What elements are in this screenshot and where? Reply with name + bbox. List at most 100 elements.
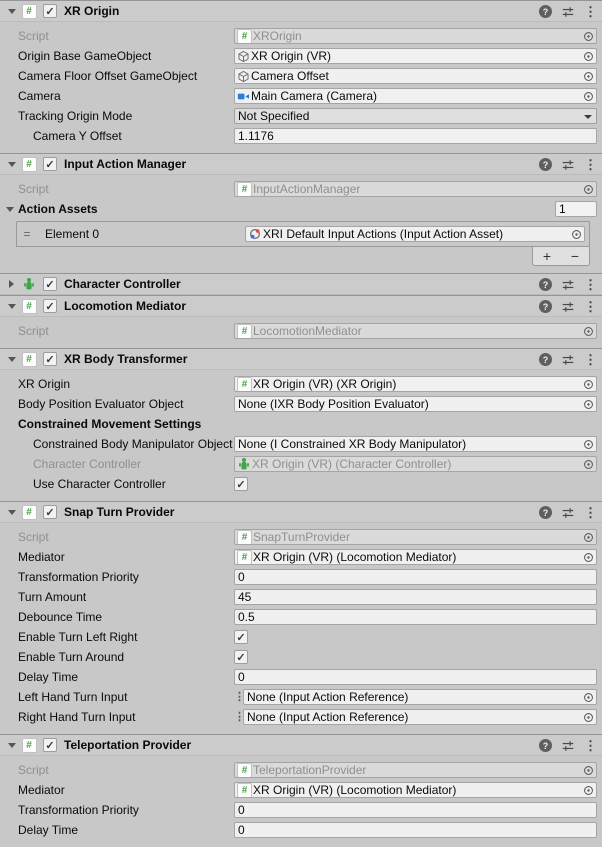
object-picker-icon[interactable] (580, 182, 596, 196)
object-picker-icon[interactable] (580, 324, 596, 338)
foldout-open-icon[interactable] (5, 353, 18, 366)
kebab-menu-icon[interactable]: ⋮ (584, 157, 597, 172)
kebab-menu-icon[interactable]: ⋮ (584, 738, 597, 753)
row-script: Script # InputActionManager (0, 179, 602, 199)
object-picker-icon[interactable] (580, 710, 596, 724)
object-picker-icon[interactable] (580, 29, 596, 43)
component-header[interactable]: # ✓ Snap Turn Provider? ⋮ (0, 502, 602, 523)
object-field[interactable]: # InputActionManager (234, 181, 597, 197)
kebab-menu-icon[interactable]: ⋮ (584, 277, 597, 292)
component-header[interactable]: # ✓ Teleportation Provider? ⋮ (0, 735, 602, 756)
object-field[interactable]: # XROrigin (234, 28, 597, 44)
text-input[interactable] (234, 669, 597, 685)
presets-icon[interactable] (561, 278, 575, 292)
help-icon[interactable]: ? (539, 278, 552, 291)
component-enabled-checkbox[interactable]: ✓ (43, 352, 57, 366)
presets-icon[interactable] (561, 506, 575, 520)
presets-icon[interactable] (561, 353, 575, 367)
object-picker-icon[interactable] (580, 377, 596, 391)
checkbox[interactable]: ✓ (234, 477, 248, 491)
presets-icon[interactable] (561, 5, 575, 19)
foldout-open-icon[interactable] (5, 5, 18, 18)
object-picker-icon[interactable] (568, 227, 584, 241)
component-title: Teleportation Provider (64, 738, 192, 752)
component-header[interactable]: # ✓ XR Body Transformer? ⋮ (0, 349, 602, 370)
text-input[interactable] (234, 128, 597, 144)
foldout-open-icon[interactable] (5, 739, 18, 752)
help-icon[interactable]: ? (539, 300, 552, 313)
foldout-open-icon[interactable] (5, 158, 18, 171)
property-label: Turn Amount (18, 590, 87, 604)
object-field[interactable]: # SnapTurnProvider (234, 529, 597, 545)
component-header[interactable]: # ✓ XR Origin? ⋮ (0, 1, 602, 22)
kebab-menu-icon[interactable]: ⋮ (584, 4, 597, 19)
help-icon[interactable]: ? (539, 5, 552, 18)
object-picker-icon[interactable] (580, 763, 596, 777)
component-enabled-checkbox[interactable]: ✓ (43, 738, 57, 752)
object-field[interactable]: # XR Origin (VR) (XR Origin) (234, 376, 597, 392)
object-field[interactable]: None (I Constrained XR Body Manipulator) (234, 436, 597, 452)
object-picker-icon[interactable] (580, 49, 596, 63)
object-picker-icon[interactable] (580, 530, 596, 544)
object-field[interactable]: # XR Origin (VR) (Locomotion Mediator) (234, 549, 597, 565)
component-header[interactable]: ✓ Character Controller? ⋮ (0, 274, 602, 295)
component-enabled-checkbox[interactable]: ✓ (43, 505, 57, 519)
object-picker-icon[interactable] (580, 397, 596, 411)
text-input[interactable] (234, 802, 597, 818)
component-enabled-checkbox[interactable]: ✓ (43, 299, 57, 313)
checkbox[interactable]: ✓ (234, 630, 248, 644)
row-mediator: Mediator # XR Origin (VR) (Locomotion Medi… (0, 780, 602, 800)
kebab-menu-icon[interactable]: ⋮ (584, 505, 597, 520)
checkbox[interactable]: ✓ (234, 650, 248, 664)
object-picker-icon[interactable] (580, 783, 596, 797)
presets-icon[interactable] (561, 739, 575, 753)
component-enabled-checkbox[interactable]: ✓ (43, 277, 57, 291)
help-icon[interactable]: ? (539, 158, 552, 171)
text-input[interactable] (234, 569, 597, 585)
object-field[interactable]: # XR Origin (VR) (Locomotion Mediator) (234, 782, 597, 798)
text-input[interactable] (234, 609, 597, 625)
add-element-button[interactable]: + (542, 248, 552, 264)
text-input[interactable] (234, 589, 597, 605)
component-enabled-checkbox[interactable]: ✓ (43, 4, 57, 18)
object-field[interactable]: # LocomotionMediator (234, 323, 597, 339)
help-icon[interactable]: ? (539, 739, 552, 752)
object-field[interactable]: XRI Default Input Actions (Input Action … (245, 226, 585, 242)
presets-icon[interactable] (561, 158, 575, 172)
object-field[interactable]: None (Input Action Reference) (243, 709, 597, 725)
object-picker-icon[interactable] (580, 457, 596, 471)
remove-element-button[interactable]: − (570, 248, 580, 264)
array-size-input[interactable] (555, 201, 597, 217)
object-picker-icon[interactable] (580, 89, 596, 103)
presets-icon[interactable] (561, 300, 575, 314)
component-enabled-checkbox[interactable]: ✓ (43, 157, 57, 171)
component-header[interactable]: # ✓ Input Action Manager? ⋮ (0, 154, 602, 175)
object-picker-icon[interactable] (580, 69, 596, 83)
object-field[interactable]: XR Origin (VR) (Character Controller) (234, 456, 597, 472)
object-field[interactable]: XR Origin (VR) (234, 48, 597, 64)
object-field[interactable]: None (Input Action Reference) (243, 689, 597, 705)
foldout-open-icon[interactable] (5, 300, 18, 313)
context-menu-icon[interactable]: ⋮ (234, 690, 245, 703)
kebab-menu-icon[interactable]: ⋮ (584, 299, 597, 314)
object-picker-icon[interactable] (580, 550, 596, 564)
object-picker-icon[interactable] (580, 437, 596, 451)
object-field[interactable]: Main Camera (Camera) (234, 88, 597, 104)
object-field[interactable]: None (IXR Body Position Evaluator) (234, 396, 597, 412)
object-field[interactable]: # TeleportationProvider (234, 762, 597, 778)
help-icon[interactable]: ? (539, 353, 552, 366)
foldout-open-icon[interactable] (5, 506, 18, 519)
dropdown[interactable]: Not Specified (234, 108, 597, 124)
script-icon: # (237, 324, 252, 338)
foldout-open-icon[interactable] (6, 206, 18, 212)
kebab-menu-icon[interactable]: ⋮ (584, 352, 597, 367)
context-menu-icon[interactable]: ⋮ (234, 710, 245, 723)
property-label: Camera Y Offset (33, 129, 122, 143)
drag-handle-icon[interactable]: = (23, 227, 31, 241)
object-picker-icon[interactable] (580, 690, 596, 704)
foldout-collapsed-icon[interactable] (5, 278, 18, 291)
object-field[interactable]: Camera Offset (234, 68, 597, 84)
text-input[interactable] (234, 822, 597, 838)
help-icon[interactable]: ? (539, 506, 552, 519)
component-header[interactable]: # ✓ Locomotion Mediator? ⋮ (0, 296, 602, 317)
